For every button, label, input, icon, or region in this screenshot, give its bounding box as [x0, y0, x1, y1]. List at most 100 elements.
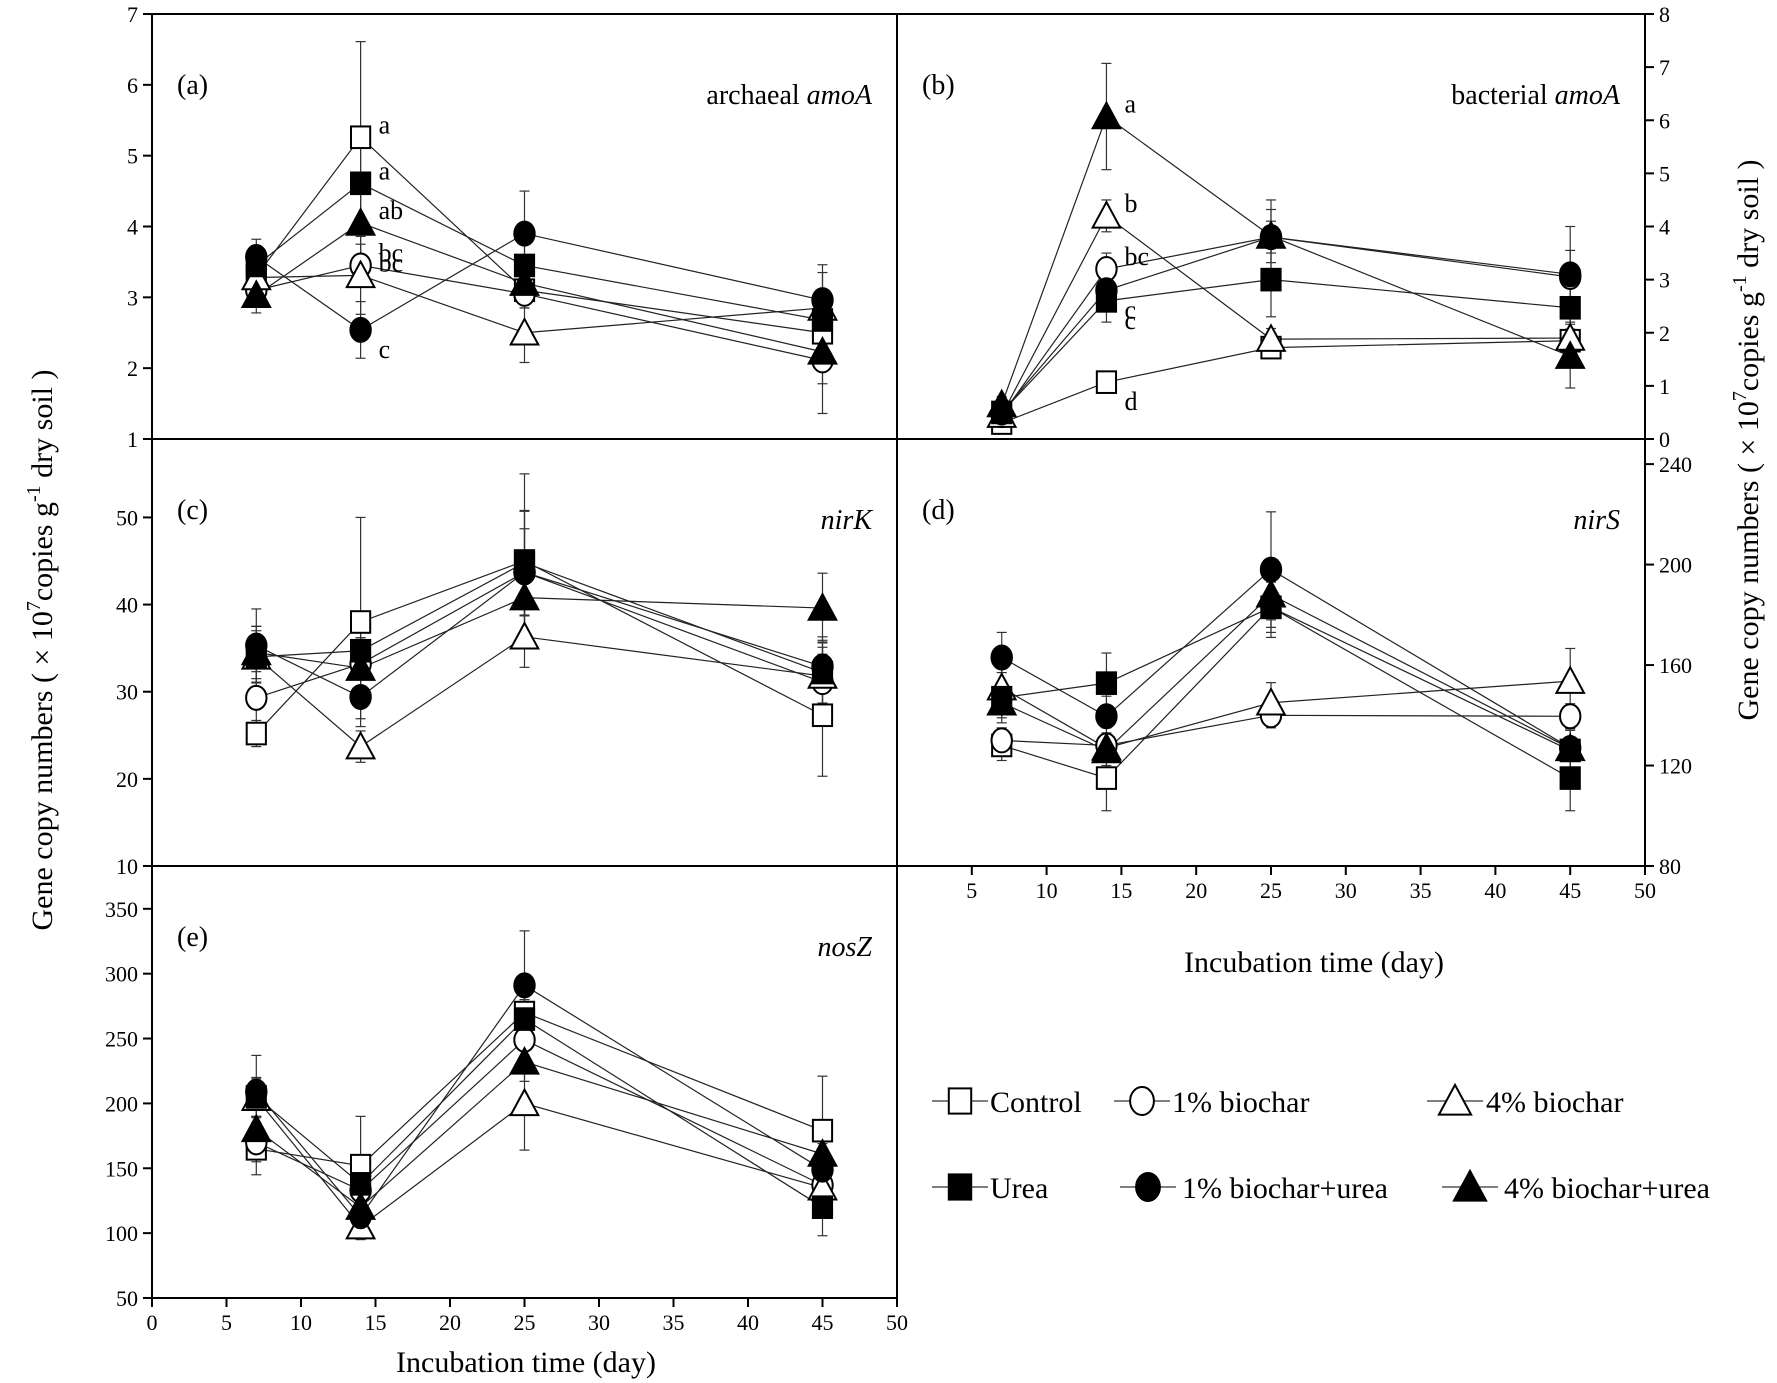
- legend-marker-b1: [1129, 1086, 1155, 1116]
- x-tick-label: 50: [1634, 878, 1656, 903]
- series-line-urea: [256, 562, 823, 674]
- significance-letter: c: [1124, 295, 1136, 324]
- series-line-b4u: [255, 222, 823, 353]
- y-tick-label: 6: [1659, 108, 1670, 133]
- data-point-b1u: [811, 653, 834, 680]
- data-point-b4u: [1255, 578, 1287, 608]
- series-line-b4u: [1001, 594, 1571, 752]
- data-point-b1u: [513, 972, 536, 999]
- series-line-b4: [1001, 214, 1571, 416]
- legend-label: 4% biochar+urea: [1504, 1172, 1710, 1205]
- legend-item-b1: 1% biochar: [1114, 1086, 1309, 1119]
- series-line-b4u: [1001, 115, 1571, 405]
- data-point-b4u: [240, 1113, 272, 1143]
- x-tick-label: 40: [1484, 878, 1506, 903]
- y-tick-label: 300: [105, 962, 138, 987]
- gene-label-name: nirS: [1573, 505, 1620, 536]
- data-point-b1: [245, 684, 268, 711]
- series-line-control: [256, 1011, 823, 1167]
- series-line-control: [255, 136, 823, 334]
- data-point-b4u: [509, 1045, 540, 1075]
- significance-letter: c: [1124, 306, 1136, 335]
- series-line-control: [255, 560, 823, 734]
- legend-item-b4: 4% biochar: [1427, 1082, 1623, 1119]
- data-point-b1u: [1559, 261, 1582, 288]
- x-axis-title-right: Incubation time (day): [1184, 946, 1444, 979]
- data-point-b4: [509, 1087, 540, 1117]
- y-tick-label: 2: [127, 356, 138, 381]
- data-point-b4u: [509, 267, 540, 296]
- y-tick-label: 100: [105, 1221, 138, 1246]
- significance-letter: b: [1124, 189, 1137, 218]
- x-tick-label: 20: [439, 1310, 461, 1335]
- x-tick-label: 50: [886, 1310, 908, 1335]
- x-axis-title-left: Incubation time (day): [396, 1346, 656, 1379]
- y-tick-label: 40: [116, 593, 138, 618]
- data-point-b1: [1559, 703, 1582, 730]
- gene-label: nosZ: [818, 932, 873, 963]
- data-point-b1u: [513, 559, 536, 586]
- data-point-control: [811, 703, 834, 728]
- y-tick-label: 4: [127, 215, 138, 240]
- series-line-urea: [1001, 606, 1571, 779]
- x-tick-label: 35: [663, 1310, 685, 1335]
- data-point-b1u: [349, 316, 372, 343]
- gene-label-prefix: archaeal: [706, 80, 806, 111]
- gene-label-name: amoA: [1555, 80, 1621, 111]
- series-line-control: [1001, 340, 1571, 424]
- y-tick-label: 30: [116, 680, 138, 705]
- y-tick-label: 20: [116, 767, 138, 792]
- y-tick-label: 80: [1659, 854, 1681, 879]
- gene-label-name: amoA: [807, 80, 873, 111]
- data-point-b4u: [345, 1191, 377, 1220]
- data-point-b4u: [509, 581, 540, 611]
- x-tick-label: 25: [514, 1310, 536, 1335]
- series-line-b1u: [256, 571, 823, 698]
- y-tick-label: 350: [105, 897, 138, 922]
- gene-label: nirS: [1573, 505, 1620, 536]
- data-point-b4u: [1090, 100, 1122, 130]
- x-tick-label: 30: [588, 1310, 610, 1335]
- data-point-b1u: [245, 243, 268, 270]
- series-line-b1u: [255, 984, 823, 1218]
- data-point-control: [350, 125, 372, 150]
- y-tick-label: 250: [105, 1027, 138, 1052]
- legend-marker-control: [947, 1087, 973, 1115]
- data-point-b4u: [986, 388, 1018, 418]
- y-tick-label: 3: [127, 285, 138, 310]
- y-tick-label: 240: [1659, 452, 1692, 477]
- data-point-b1u: [1095, 277, 1118, 304]
- data-point-b4u: [1554, 340, 1586, 369]
- data-point-b4u: [1090, 734, 1122, 764]
- series-line-b4u: [256, 596, 823, 669]
- data-point-urea: [811, 1195, 834, 1219]
- legend-label: 4% biochar: [1486, 1086, 1623, 1119]
- legend: Control 1% biochar 4% biochar Urea 1% biocha…: [932, 1082, 1710, 1205]
- panel-label: (e): [177, 922, 208, 953]
- data-point-control: [1095, 766, 1118, 790]
- x-tick-label: 15: [365, 1310, 387, 1335]
- data-point-urea: [1559, 766, 1581, 790]
- legend-marker-urea: [947, 1173, 973, 1201]
- y-tick-label: 160: [1659, 653, 1692, 678]
- data-point-urea: [1559, 295, 1581, 320]
- significance-letter: d: [1124, 387, 1137, 416]
- legend-marker-b4u: [1452, 1168, 1488, 1202]
- y-tick-label: 1: [127, 427, 138, 452]
- panel-e: 50 100 150 200 250 300 350 (e) nosZ: [105, 865, 898, 1311]
- series-line-b1u: [1001, 236, 1571, 413]
- legend-item-control: Control: [932, 1086, 1082, 1119]
- x-tick-label: 10: [1036, 878, 1058, 903]
- data-point-control: [350, 610, 372, 634]
- x-tick-label: 5: [221, 1310, 232, 1335]
- significance-letter: a: [379, 156, 391, 185]
- series-line-urea: [255, 182, 823, 321]
- panel-label: (d): [922, 495, 955, 526]
- data-point-b1u: [349, 683, 372, 710]
- series-line-b1: [1001, 236, 1571, 416]
- x-tick-label: 20: [1185, 878, 1207, 903]
- data-point-b4: [345, 730, 377, 760]
- legend-item-b1u: 1% biochar+urea: [1120, 1172, 1388, 1205]
- gene-label-name: nirK: [821, 505, 874, 536]
- y-tick-label: 50: [116, 1286, 138, 1311]
